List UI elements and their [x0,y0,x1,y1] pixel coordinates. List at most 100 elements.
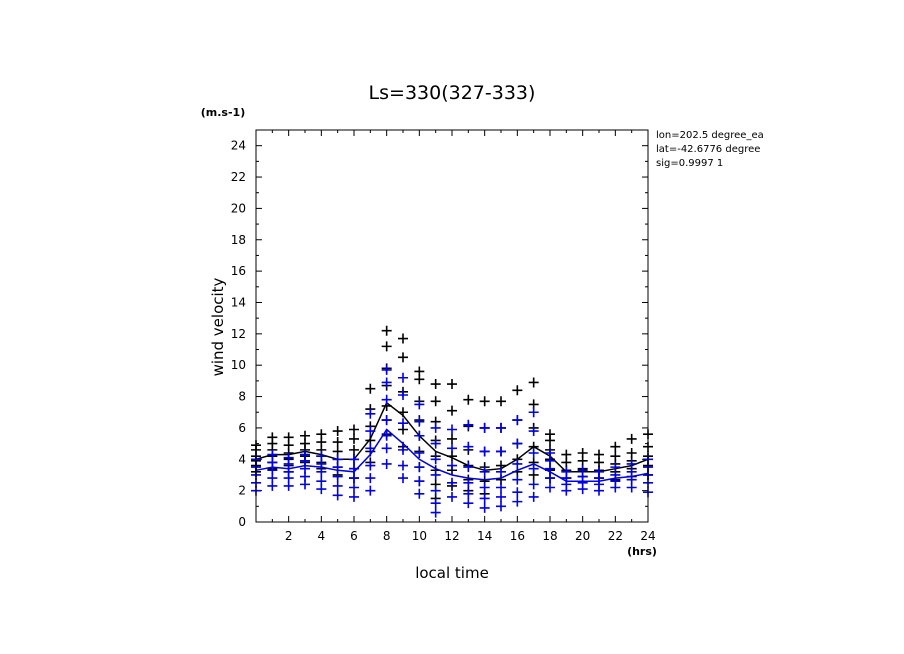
data-point [463,462,474,473]
data-point [463,419,474,430]
data-point [349,491,359,502]
data-point [610,441,621,452]
data-point [561,485,572,496]
data-point [430,498,441,509]
data-point [594,485,604,496]
y-unit-label: (m.s-1) [201,106,245,119]
x-tick-label: 12 [444,529,459,543]
data-point [479,502,490,513]
y-tick-label: 2 [238,484,246,498]
data-point [349,454,359,465]
data-point [512,438,523,449]
x-tick-label: 20 [575,529,590,543]
y-tick-label: 24 [231,139,246,153]
data-point [447,379,457,390]
data-point [349,444,359,455]
data-point [332,471,343,482]
data-point [332,480,343,491]
data-point [512,474,523,485]
data-point [365,408,376,419]
data-point [479,482,490,493]
y-tick-label: 6 [238,421,246,435]
data-point [398,352,408,363]
data-point [430,454,441,465]
x-tick-label: 6 [350,529,358,543]
data-point [381,377,392,388]
y-tick-label: 20 [231,201,246,215]
data-point [545,482,555,493]
data-point [479,493,490,504]
data-point [496,396,506,407]
x-tick-label: 4 [318,529,326,543]
data-point [332,426,343,437]
data-point [479,446,490,457]
x-unit-label: (hrs) [627,545,657,558]
data-point [398,372,408,383]
data-point [381,415,392,426]
data-point [414,399,425,410]
data-point [447,433,457,444]
data-point [496,422,506,433]
data-point [447,405,457,416]
y-tick-label: 4 [238,452,246,466]
data-point [626,433,637,444]
data-point [398,389,408,400]
y-tick-label: 0 [238,515,246,529]
data-point [512,415,523,426]
data-point [414,448,425,459]
data-point [349,482,359,493]
y-tick-label: 16 [231,264,246,278]
data-point [463,394,474,405]
data-point [414,488,425,499]
data-point [430,422,441,433]
x-tick-label: 14 [477,529,492,543]
y-tick-label: 14 [231,295,246,309]
data-point [316,466,327,477]
data-point [545,435,555,446]
data-point [398,333,408,344]
y-tick-label: 10 [231,358,246,372]
data-point [349,424,359,435]
data-point [512,487,523,498]
data-point [430,396,441,407]
y-tick-label: 8 [238,390,246,404]
data-point [610,482,621,493]
data-point [365,473,376,484]
data-point [496,491,506,502]
data-point [381,364,392,375]
data-point [430,438,441,449]
data-point [463,477,474,488]
x-tick-label: 22 [608,529,623,543]
data-point [447,491,457,502]
data-point [316,484,327,495]
data-point [496,446,506,457]
data-point [381,443,392,454]
data-point [528,426,539,437]
data-point [496,501,506,512]
data-point [332,437,343,448]
data-point [577,484,588,495]
data-point [430,507,441,518]
data-point [430,379,441,390]
data-point [528,463,539,474]
series-line-2 [255,428,649,482]
data-point [414,430,425,441]
data-point [447,443,457,454]
data-point [365,460,376,471]
data-point [414,462,425,473]
data-point [512,496,523,507]
data-point [414,374,425,385]
data-point [512,458,523,469]
data-point [430,485,441,496]
data-point [398,460,408,471]
data-point [496,466,506,477]
data-point [528,491,539,502]
data-point [267,480,278,491]
data-point [626,482,637,493]
x-tick-label: 24 [640,529,655,543]
data-point [349,473,359,484]
data-point [463,488,474,499]
data-point [365,426,376,437]
